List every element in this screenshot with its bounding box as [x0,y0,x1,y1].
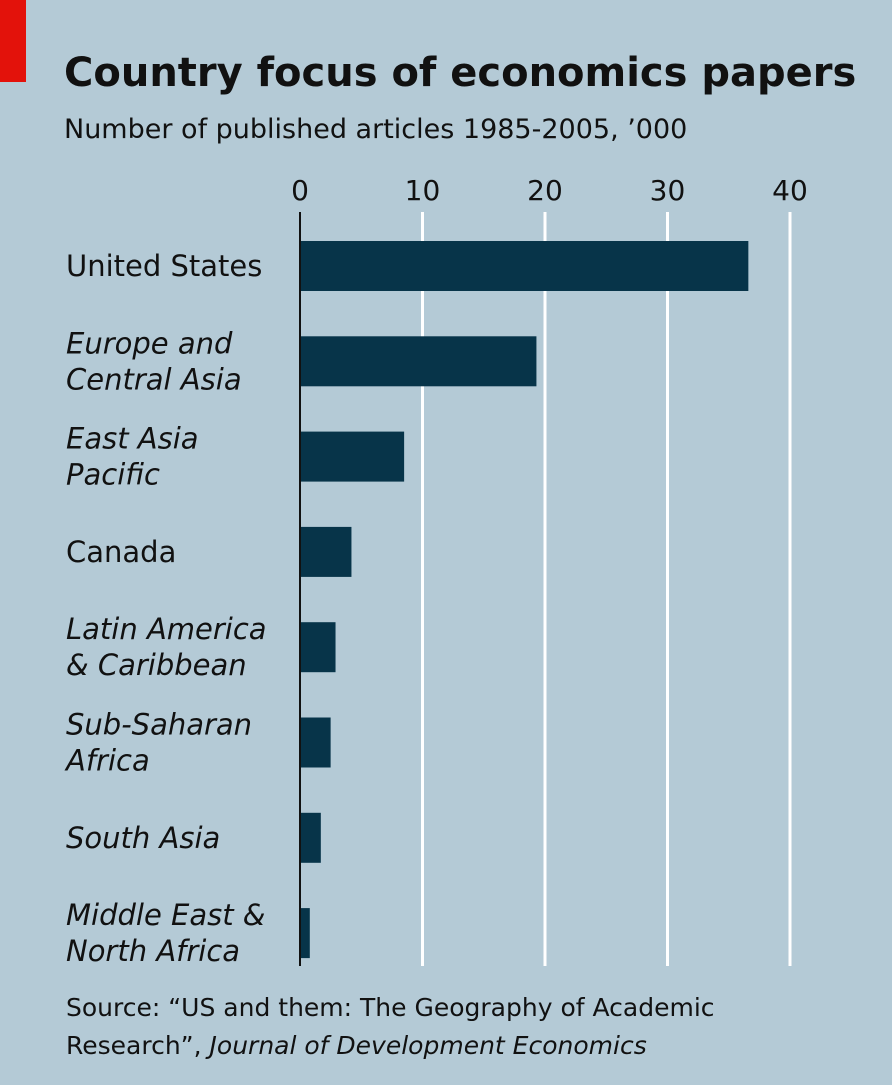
brand-red-tag [0,0,26,82]
category-label: Middle East & North Africa [66,898,265,968]
category-label-line: Europe and [66,326,233,360]
category-label-line: North Africa [66,934,240,968]
category-label: Europe and Central Asia [66,326,242,396]
bars [300,241,749,959]
x-tick-label: 0 [291,174,309,207]
category-label-line: Pacific [66,458,160,492]
category-label-line: South Asia [66,821,220,855]
source-line-2: Research”, Journal of Development Econom… [66,1031,647,1060]
category-label: Canada [66,535,176,569]
category-label-line: Latin America [66,612,267,646]
category-label-line: Central Asia [66,362,242,396]
bar [300,526,352,577]
source-plain: Research”, [66,1031,210,1060]
category-label: South Asia [66,821,220,855]
source-journal: Journal of Development Economics [205,1031,647,1060]
bar [300,812,321,863]
category-label-line: Canada [66,535,176,569]
category-label: Sub-Saharan Africa [64,708,252,778]
x-tick-label: 40 [772,174,808,207]
bar [300,336,537,387]
bar [300,908,310,959]
category-label-line: East Asia [66,422,199,456]
bar [300,431,405,482]
x-tick-label: 30 [650,174,686,207]
bar [300,241,749,291]
category-label-line: Sub-Saharan [66,708,252,742]
category-label: Latin America & Caribbean [66,612,267,682]
category-label-line: United States [66,249,262,283]
category-label-line: Africa [64,744,150,778]
category-labels: United States Europe and Central Asia East … [64,249,267,968]
gridlines [421,212,792,966]
chart-title: Country focus of economics papers [64,50,856,96]
x-tick-labels: 0 10 20 30 40 [291,174,808,207]
category-label: East Asia Pacific [66,422,199,492]
bar [300,717,331,768]
category-label: United States [66,249,262,283]
category-label-line: Middle East & [66,898,265,932]
category-label-line: & Caribbean [66,648,247,682]
bar [300,622,336,673]
source-line-1: Source: “US and them: The Geography of A… [66,993,715,1022]
x-tick-label: 10 [405,174,441,207]
chart-subtitle: Number of published articles 1985-2005, … [64,114,687,145]
x-tick-label: 20 [527,174,563,207]
